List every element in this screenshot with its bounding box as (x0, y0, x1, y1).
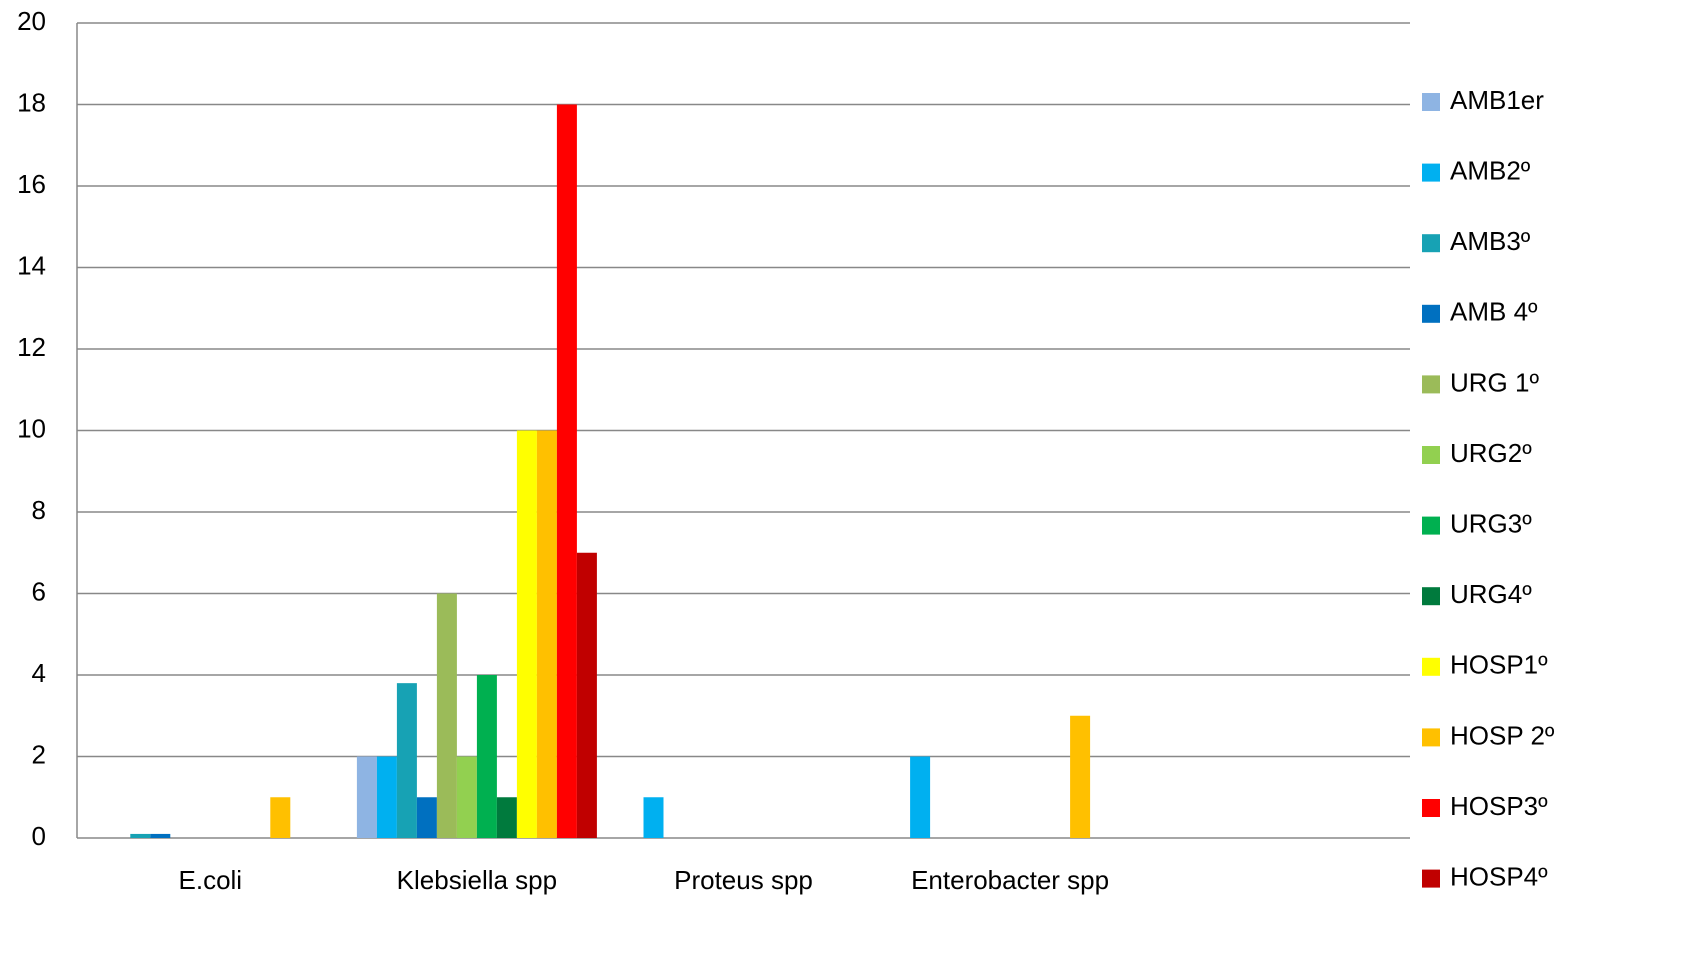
y-tick-label: 20 (17, 6, 46, 36)
legend-swatch (1422, 728, 1440, 747)
bar (910, 756, 931, 838)
bar (556, 104, 577, 838)
bar (130, 833, 151, 838)
legend-label: URG4º (1450, 579, 1532, 609)
y-tick-label: 18 (17, 87, 46, 117)
legend-swatch (1422, 163, 1440, 182)
bar (396, 683, 417, 838)
bar (436, 593, 457, 838)
legend-label: URG2º (1450, 438, 1532, 468)
bar (496, 797, 517, 838)
legend-label: AMB3º (1450, 226, 1531, 256)
y-tick-label: 16 (17, 169, 46, 199)
x-tick-label: E.coli (179, 865, 243, 895)
legend-swatch (1422, 234, 1440, 253)
legend-swatch (1422, 304, 1440, 323)
legend-label: AMB1er (1450, 85, 1544, 115)
legend-label: AMB2º (1450, 155, 1531, 185)
bar (516, 430, 537, 838)
y-tick-label: 12 (17, 332, 46, 362)
bar (1070, 715, 1091, 838)
legend-swatch (1422, 657, 1440, 676)
legend-swatch (1422, 375, 1440, 394)
bar (376, 756, 397, 838)
bar (536, 430, 557, 838)
legend-swatch (1422, 93, 1440, 111)
x-tick-label: Enterobacter spp (911, 865, 1109, 895)
bar (576, 552, 597, 838)
legend-label: HOSP 2º (1450, 720, 1555, 750)
bar (416, 797, 437, 838)
bar (150, 833, 171, 838)
legend-label: AMB 4º (1450, 297, 1538, 327)
legend-swatch (1422, 587, 1440, 606)
legend-swatch (1422, 799, 1440, 817)
legend-label: HOSP4º (1450, 861, 1548, 891)
y-tick-label: 14 (17, 250, 46, 280)
x-tick-label: Klebsiella spp (397, 865, 557, 895)
bar (476, 675, 497, 838)
y-tick-label: 6 (32, 576, 46, 606)
legend-label: HOSP3º (1450, 791, 1548, 821)
x-tick-label: Proteus spp (674, 865, 813, 895)
bar (456, 756, 477, 838)
y-tick-label: 0 (32, 821, 46, 851)
legend-label: URG3º (1450, 508, 1532, 538)
legend-swatch (1422, 446, 1440, 464)
bar (643, 797, 664, 838)
legend-swatch (1422, 869, 1440, 888)
y-tick-label: 2 (32, 739, 46, 769)
legend-label: HOSP1º (1450, 650, 1548, 680)
legend-swatch (1422, 516, 1440, 535)
legend-label: URG 1º (1450, 367, 1539, 397)
y-tick-label: 8 (32, 495, 46, 525)
bar (356, 756, 377, 838)
bar (270, 797, 291, 838)
y-tick-label: 4 (32, 658, 46, 688)
y-tick-label: 10 (17, 413, 46, 443)
